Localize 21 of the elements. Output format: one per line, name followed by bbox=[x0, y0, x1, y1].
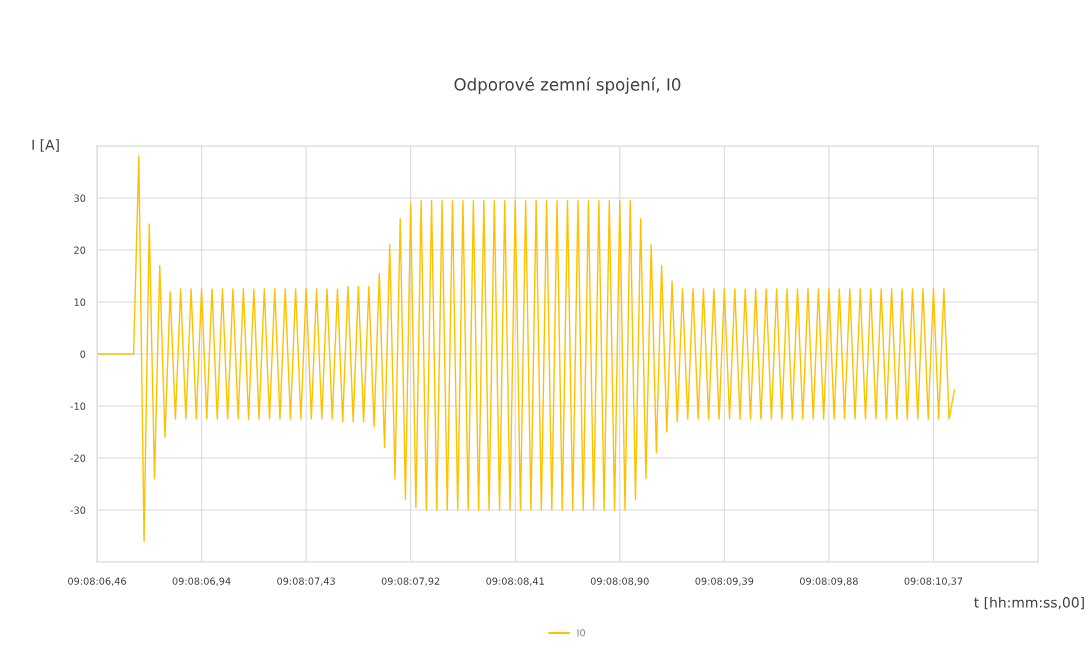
y-tick-label: -20 bbox=[70, 454, 86, 462]
y-tick-label: 0 bbox=[80, 350, 86, 358]
line-series bbox=[97, 155, 956, 542]
x-tick-label: 09:08:08,41 bbox=[486, 577, 544, 586]
y-axis-title: I [A] bbox=[32, 139, 59, 152]
x-tick-label: 09:08:07,43 bbox=[277, 577, 335, 586]
x-tick-label: 09:08:09,88 bbox=[799, 577, 858, 586]
y-tick-label: 30 bbox=[74, 194, 86, 202]
x-tick-label: 09:08:08,90 bbox=[590, 577, 649, 586]
x-tick-label: 09:08:06,94 bbox=[172, 577, 231, 586]
x-tick-label: 09:08:07,92 bbox=[381, 577, 440, 586]
x-axis-title: t [hh:mm:ss,00] bbox=[974, 596, 1084, 610]
legend-label: I0 bbox=[577, 629, 585, 637]
x-tick-label: 09:08:06,46 bbox=[68, 577, 126, 586]
x-tick-label: 09:08:09,39 bbox=[695, 577, 754, 586]
y-tick-label: 10 bbox=[74, 298, 86, 306]
y-tick-label: 20 bbox=[74, 246, 86, 254]
y-tick-label: -30 bbox=[70, 506, 86, 514]
y-tick-label: -10 bbox=[70, 402, 86, 410]
x-tick-label: 09:08:10,37 bbox=[904, 577, 963, 586]
chart-title: Odporové zemní spojení, I0 bbox=[454, 77, 681, 94]
